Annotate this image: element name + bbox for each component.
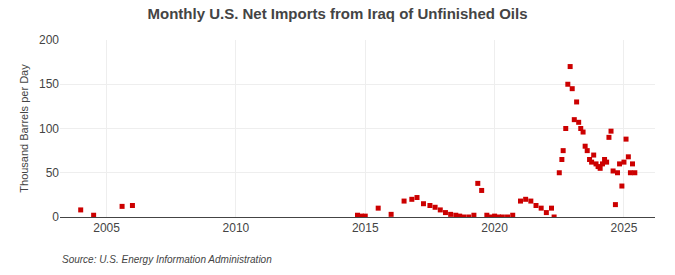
svg-text:Monthly U.S. Net Imports from: Monthly U.S. Net Imports from Iraq of Un… [147, 5, 527, 22]
svg-text:2005: 2005 [93, 221, 120, 235]
svg-text:Thousand Barrels per Day: Thousand Barrels per Day [18, 64, 30, 193]
svg-text:150: 150 [39, 77, 59, 91]
svg-text:100: 100 [39, 122, 59, 136]
svg-text:50: 50 [46, 166, 60, 180]
svg-text:Source: U.S. Energy Informatio: Source: U.S. Energy Information Administ… [62, 254, 272, 265]
svg-text:2020: 2020 [481, 221, 508, 235]
svg-text:2015: 2015 [352, 221, 379, 235]
svg-text:0: 0 [52, 210, 59, 224]
svg-text:2025: 2025 [611, 221, 638, 235]
svg-text:2010: 2010 [223, 221, 250, 235]
svg-text:200: 200 [39, 33, 59, 47]
